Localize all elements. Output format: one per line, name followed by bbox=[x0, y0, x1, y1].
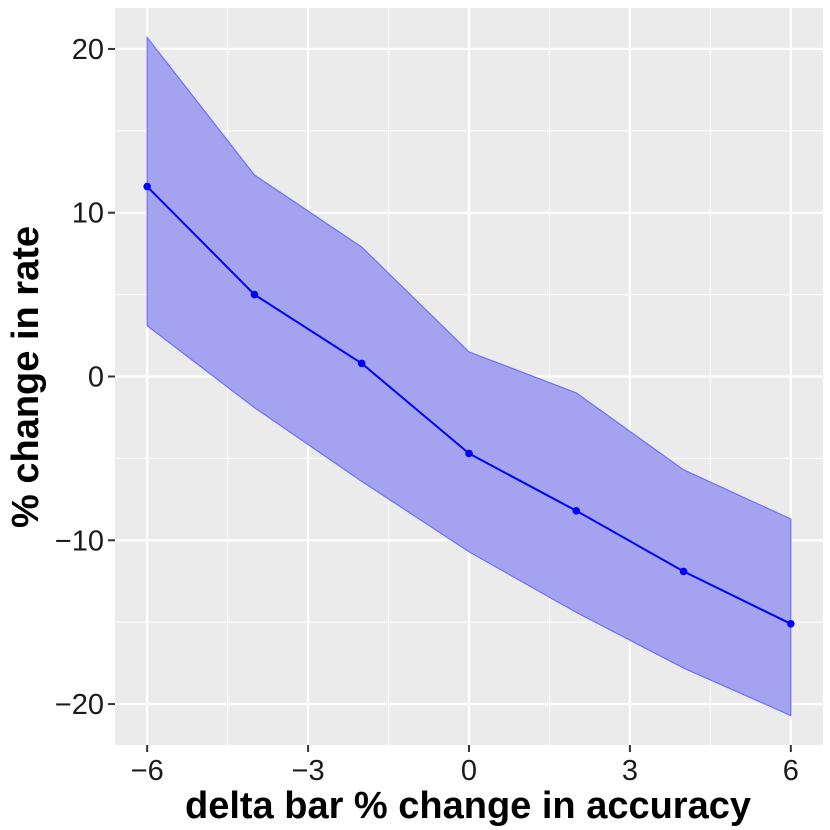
y-tick-label: −10 bbox=[55, 525, 104, 557]
x-tick-label: −6 bbox=[131, 755, 164, 787]
y-axis-title: % change in rate bbox=[5, 226, 47, 528]
series-points bbox=[143, 182, 795, 628]
x-tick-label: 6 bbox=[783, 755, 799, 787]
data-point bbox=[465, 449, 473, 458]
y-tick-label: −20 bbox=[55, 689, 104, 721]
y-tick-label: 20 bbox=[72, 34, 104, 66]
x-tick-label: 0 bbox=[461, 755, 477, 787]
x-tick-label: −3 bbox=[292, 755, 325, 787]
x-tick-label: 3 bbox=[622, 755, 638, 787]
data-point bbox=[357, 359, 366, 368]
x-axis-title: delta bar % change in accuracy bbox=[185, 785, 751, 827]
data-point bbox=[572, 506, 581, 515]
y-axis-ticks: 20 10 0 −10 −20 bbox=[55, 34, 115, 721]
data-point bbox=[679, 567, 688, 576]
data-point bbox=[250, 290, 259, 299]
data-point bbox=[787, 620, 795, 628]
y-tick-label: 0 bbox=[88, 362, 104, 394]
confidence-ribbon bbox=[146, 35, 792, 717]
data-point bbox=[143, 182, 151, 191]
x-axis-ticks: −6 −3 0 3 6 bbox=[131, 745, 799, 787]
y-tick-label: 10 bbox=[72, 198, 104, 230]
